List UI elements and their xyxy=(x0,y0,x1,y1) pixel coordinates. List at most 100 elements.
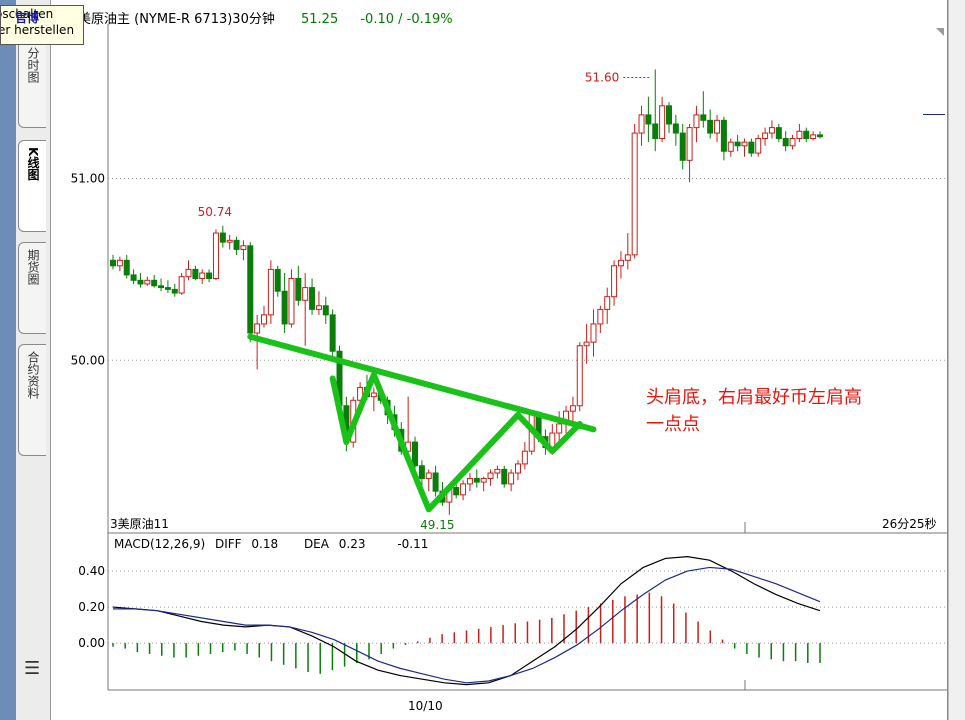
neckline xyxy=(247,333,597,433)
y-tick-label: 51.00 xyxy=(71,172,105,186)
candle-body xyxy=(762,132,769,140)
candle-body xyxy=(782,138,789,147)
candle-body xyxy=(240,245,247,250)
tooltip-overlay: 官博 xyxy=(15,11,40,25)
candle-body xyxy=(370,392,377,398)
candle-body xyxy=(322,305,329,316)
macd-name: MACD(12,26,9) xyxy=(114,537,206,551)
candle-body xyxy=(817,134,823,138)
tab-contract-info[interactable]: 合约资料 xyxy=(18,344,46,456)
candle-body xyxy=(672,123,679,134)
left-high-label: 50.74 xyxy=(198,205,232,219)
candle-body xyxy=(494,468,501,474)
dea-value: 0.23 xyxy=(338,537,366,551)
candle-body xyxy=(137,279,144,285)
candle-body xyxy=(288,278,295,325)
candle-body xyxy=(707,119,714,134)
candle-body xyxy=(130,274,137,281)
candle-body xyxy=(508,472,515,485)
candle-body xyxy=(247,245,254,334)
candle-body xyxy=(309,287,316,310)
candle-body xyxy=(192,268,199,279)
right-border xyxy=(947,0,948,720)
candle-body xyxy=(583,341,590,347)
candle-body xyxy=(700,114,707,121)
candle-body xyxy=(219,232,226,243)
candle-body xyxy=(116,259,123,267)
tab-fenshi[interactable]: 分时图 xyxy=(18,40,46,128)
candle-body xyxy=(302,287,309,301)
menu-icon[interactable]: ☰ xyxy=(24,658,41,679)
candle-body xyxy=(514,463,521,474)
candle-body xyxy=(171,288,178,294)
candle-body xyxy=(803,130,810,140)
tab-rail: 分时图 K线图 期货圈 合约资料 xyxy=(16,0,51,720)
candle-body xyxy=(679,132,686,161)
diff-line xyxy=(112,556,821,686)
candle-body xyxy=(714,119,721,134)
candle-body xyxy=(453,487,460,496)
candle-body xyxy=(720,119,727,152)
left-strip xyxy=(0,0,16,720)
candle-body xyxy=(110,259,116,267)
macd-value: -0.11 xyxy=(397,537,429,551)
candle-body xyxy=(199,272,206,279)
candle-body xyxy=(295,278,302,301)
candle-body xyxy=(151,279,158,287)
candle-body xyxy=(652,123,659,140)
candle-body xyxy=(466,477,473,485)
candle-body xyxy=(418,465,425,479)
candle-body xyxy=(604,296,611,310)
countdown-label: 26分25秒 xyxy=(882,517,937,531)
candle-body xyxy=(281,290,288,325)
candle-body xyxy=(357,387,364,401)
tab-kline-label: K线图 xyxy=(26,147,40,181)
candle-body xyxy=(164,287,171,290)
candle-body xyxy=(638,114,645,134)
candle-body xyxy=(748,141,755,154)
peak-label: 51.60 xyxy=(585,70,619,84)
candle-body xyxy=(412,441,419,467)
candle-body xyxy=(693,114,700,129)
candle-body xyxy=(487,472,494,479)
dea-line xyxy=(113,566,821,684)
candle-body xyxy=(267,268,274,316)
candle-body xyxy=(432,472,439,492)
candle-body xyxy=(254,323,261,334)
candle-body xyxy=(768,127,775,134)
candle-body xyxy=(329,314,336,352)
tooltip-line2: er herstellen xyxy=(0,23,75,37)
candle-body xyxy=(624,254,631,261)
candle-body xyxy=(789,138,796,147)
pattern-annotation: 头肩底，右肩最好币左肩高 一点点 xyxy=(646,384,916,438)
candle-body xyxy=(741,141,748,147)
candle-body xyxy=(576,345,583,407)
candle-body xyxy=(686,127,693,161)
candle-body xyxy=(206,272,213,279)
candle-body xyxy=(460,483,467,496)
candle-body xyxy=(123,259,130,276)
tab-futures-circle[interactable]: 期货圈 xyxy=(18,242,46,334)
chart-header: 美原油主 (NYME-R 6713)30分钟 51.25 -0.10 / -0.… xyxy=(78,8,453,27)
candle-body xyxy=(185,268,192,278)
candle-body xyxy=(178,276,185,294)
candle-body xyxy=(611,265,618,298)
y-tick-label: 50.00 xyxy=(71,353,105,367)
candle-body xyxy=(144,279,151,285)
candle-body xyxy=(274,268,281,292)
candle-body xyxy=(569,405,576,412)
candle-body xyxy=(590,323,597,343)
tab-kline[interactable]: K线图 xyxy=(18,140,46,232)
trough-label: 49.15 xyxy=(420,518,454,532)
candle-body xyxy=(734,141,741,147)
tab-futures-circle-label: 期货圈 xyxy=(26,249,40,285)
macd-y-tick-label: 0.40 xyxy=(78,564,105,578)
candle-body xyxy=(631,132,638,256)
dea-label: DEA xyxy=(303,537,329,551)
candle-body xyxy=(233,239,240,250)
head-shoulders-pattern xyxy=(329,371,583,513)
symbol-title: 美原油主 (NYME-R 6713)30分钟 xyxy=(78,12,275,27)
candle-body xyxy=(645,114,652,125)
candle-body xyxy=(810,134,817,140)
scrollbar[interactable] xyxy=(948,0,965,720)
